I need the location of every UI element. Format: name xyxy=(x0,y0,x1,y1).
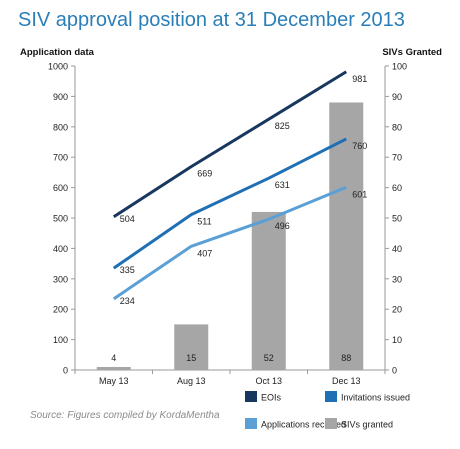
line-invitations-issued xyxy=(112,137,347,270)
left-axis-title: Application data xyxy=(20,47,94,58)
right-tick-label: 70 xyxy=(392,153,402,163)
left-tick-label: 600 xyxy=(53,183,68,193)
right-tick-label: 10 xyxy=(392,335,402,345)
left-tick-label: 800 xyxy=(53,122,68,132)
line-data-label: 234 xyxy=(120,296,135,306)
legend-swatch xyxy=(245,418,257,429)
legend-swatch xyxy=(245,391,257,402)
legend-swatch xyxy=(325,391,337,402)
right-tick-label: 60 xyxy=(392,183,402,193)
right-axis-title: SIVs Granted xyxy=(382,47,442,58)
bar-data-label: 88 xyxy=(341,353,351,363)
line-data-label: 496 xyxy=(275,221,290,231)
right-tick-label: 40 xyxy=(392,244,402,254)
right-tick-label: 90 xyxy=(392,92,402,102)
line-data-label: 669 xyxy=(197,169,212,179)
line-data-label: 760 xyxy=(352,141,367,151)
line-data-label: 335 xyxy=(120,265,135,275)
bar-data-label: 4 xyxy=(111,353,116,363)
left-tick-label: 100 xyxy=(53,335,68,345)
left-tick-label: 0 xyxy=(63,366,68,376)
left-tick-label: 200 xyxy=(53,305,68,315)
bar-data-label: 15 xyxy=(186,353,196,363)
left-tick-label: 400 xyxy=(53,244,68,254)
right-tick-label: 30 xyxy=(392,274,402,284)
line-data-label: 825 xyxy=(275,121,290,131)
line-eois xyxy=(112,70,348,219)
line-data-label: 407 xyxy=(197,248,212,258)
line-data-label: 504 xyxy=(120,214,135,224)
right-tick-label: 100 xyxy=(392,62,407,72)
left-tick-label: 300 xyxy=(53,274,68,284)
line-data-label: 601 xyxy=(352,189,367,199)
line-data-label: 511 xyxy=(197,217,211,227)
bar-data-label: 52 xyxy=(264,353,274,363)
bar-sivs-granted xyxy=(96,366,131,370)
right-tick-label: 50 xyxy=(392,214,402,224)
legend-swatch xyxy=(325,418,337,429)
right-tick-label: 80 xyxy=(392,122,402,132)
bar-sivs-granted xyxy=(174,324,209,370)
legend-label: EOIs xyxy=(261,393,282,403)
x-tick-label: Oct 13 xyxy=(255,376,282,386)
legend-label: Applications received xyxy=(261,420,346,430)
left-tick-label: 1000 xyxy=(48,62,68,72)
legend-label: SIVs granted xyxy=(341,420,393,430)
line-data-label: 981 xyxy=(352,74,367,84)
left-tick-label: 900 xyxy=(53,92,68,102)
bar-sivs-granted xyxy=(329,102,364,370)
legend-label: Invitations issued xyxy=(341,393,410,403)
bar-sivs-granted xyxy=(251,211,286,370)
right-tick-label: 20 xyxy=(392,305,402,315)
left-tick-label: 500 xyxy=(53,214,68,224)
line-data-label: 631 xyxy=(275,180,290,190)
x-tick-label: May 13 xyxy=(99,376,129,386)
right-tick-label: 0 xyxy=(392,366,397,376)
line-applications-received xyxy=(112,185,347,301)
chart-title: SIV approval position at 31 December 201… xyxy=(18,9,405,31)
source-note: Source: Figures compiled by KordaMentha xyxy=(30,410,220,421)
x-tick-label: Aug 13 xyxy=(177,376,206,386)
x-tick-label: Dec 13 xyxy=(332,376,361,386)
left-tick-label: 700 xyxy=(53,153,68,163)
